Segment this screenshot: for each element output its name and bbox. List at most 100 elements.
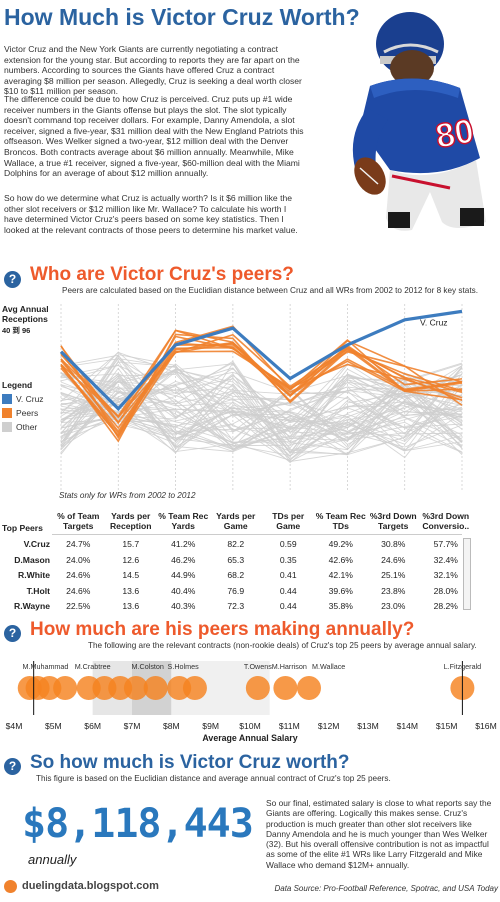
peer-line bbox=[60, 335, 463, 437]
section2-subtitle: The following are the relevant contracts… bbox=[88, 641, 477, 650]
table-column-header[interactable]: % Team Rec Yards bbox=[158, 511, 209, 531]
cruz-line bbox=[59, 309, 463, 412]
legend-swatch-peers bbox=[2, 408, 12, 418]
intro-paragraph-1: Victor Cruz and the New York Giants are … bbox=[4, 44, 302, 97]
x-tick-label: $10M bbox=[239, 721, 261, 731]
salary-point[interactable] bbox=[273, 676, 298, 700]
help-icon[interactable]: ? bbox=[4, 625, 21, 642]
legend-label-other: Other bbox=[16, 422, 38, 432]
other-wr-line bbox=[60, 354, 463, 447]
page-title: How Much is Victor Cruz Worth? bbox=[4, 4, 360, 30]
player-name-label: S.Holmes bbox=[168, 662, 200, 671]
other-wr-line bbox=[60, 364, 463, 429]
salary-point[interactable] bbox=[297, 676, 321, 700]
jersey-number: 80 bbox=[433, 112, 477, 156]
table-column-header[interactable]: TDs per Game bbox=[272, 511, 305, 531]
estimated-salary-period: annually bbox=[28, 852, 77, 867]
table-column-header[interactable]: Yards per Reception bbox=[109, 511, 152, 531]
legend-swatch-cruz bbox=[2, 394, 12, 404]
salary-point[interactable] bbox=[123, 676, 148, 700]
player-name-label: L.Fitzgerald bbox=[444, 662, 482, 671]
table-cell: 72.3 bbox=[227, 601, 245, 611]
table-cell: 15.7 bbox=[122, 539, 140, 549]
table-cell: 24.6% bbox=[66, 570, 91, 580]
intro-paragraph-2: The difference could be due to how Cruz … bbox=[4, 94, 304, 179]
y-axis-range-label: 40 到 96 bbox=[2, 326, 31, 335]
table-cell: 40.3% bbox=[171, 601, 196, 611]
table-row-label: R.Wayne bbox=[14, 601, 50, 611]
table-row-header: Top Peers bbox=[2, 523, 43, 533]
table-column-header[interactable]: %3rd Down Conversio.. bbox=[422, 511, 470, 531]
cruz-line-label: V. Cruz bbox=[420, 317, 448, 327]
table-cell: 0.41 bbox=[279, 570, 297, 580]
table-column-header[interactable]: % Team Rec TDs bbox=[315, 511, 366, 531]
x-tick-label: $15M bbox=[436, 721, 458, 731]
footer-source: Data Source: Pro-Football Reference, Spo… bbox=[274, 884, 498, 893]
legend-label-cruz: V. Cruz bbox=[16, 394, 44, 404]
other-wr-line bbox=[60, 373, 463, 456]
table-cell: 24.6% bbox=[381, 554, 406, 565]
table-cell: 22.5% bbox=[66, 601, 91, 611]
player-name-label: M.Muhammad bbox=[22, 662, 68, 671]
estimated-salary-value: $8,118,443 bbox=[22, 801, 254, 847]
table-row-label: V.Cruz bbox=[23, 539, 50, 549]
other-wr-line bbox=[60, 351, 463, 431]
table-cell: 44.9% bbox=[171, 570, 196, 580]
legend-item-cruz[interactable]: V. Cruz bbox=[2, 392, 44, 406]
player-name-label: T.Owens bbox=[244, 662, 272, 671]
table-cell: 25.1% bbox=[381, 570, 406, 580]
table-row-label: D.Mason bbox=[14, 554, 50, 565]
parallel-coordinates-chart: V. Cruz Stats only for WRs from 2002 to 2… bbox=[59, 304, 463, 500]
table-cell: 40.4% bbox=[171, 585, 196, 596]
player-name-label: M.Colston bbox=[132, 662, 164, 671]
legend: V. Cruz Peers Other bbox=[2, 392, 44, 434]
x-tick-label: $14M bbox=[397, 721, 419, 731]
legend-swatch-other bbox=[2, 422, 12, 432]
table-cell: 23.8% bbox=[381, 585, 406, 596]
table-cell: 13.6 bbox=[122, 601, 140, 611]
salary-strip-chart: M.Muhammad M.Crabtree M.Colston S.Holmes T.O… bbox=[6, 661, 497, 743]
table-cell: 82.2 bbox=[227, 539, 245, 549]
section1-subtitle: Peers are calculated based on the Euclid… bbox=[62, 286, 478, 295]
table-cell: 76.9 bbox=[227, 585, 245, 596]
peer-line bbox=[60, 346, 463, 430]
peer-line bbox=[60, 333, 463, 419]
table-cell: 24.0% bbox=[66, 554, 91, 565]
table-cell: 0.59 bbox=[279, 539, 297, 549]
legend-item-other[interactable]: Other bbox=[2, 420, 44, 434]
x-tick-label: $7M bbox=[124, 721, 141, 731]
section2-title: How much are his peers making annually? bbox=[30, 619, 415, 640]
table-cell: 13.6 bbox=[122, 585, 140, 596]
table-cell: 24.7% bbox=[66, 539, 91, 549]
x-axis-title: Average Annual Salary bbox=[202, 733, 297, 743]
y-axis-label: Avg Annual Receptions bbox=[2, 304, 49, 324]
x-tick-label: $4M bbox=[6, 721, 23, 731]
table-cell: 68.2 bbox=[227, 570, 245, 580]
other-wr-line bbox=[60, 365, 463, 417]
table-cell: 42.1% bbox=[328, 570, 353, 580]
other-wr-line bbox=[60, 367, 463, 434]
x-tick-label: $9M bbox=[202, 721, 219, 731]
table-column-header[interactable]: Yards per Game bbox=[216, 511, 256, 531]
table-cell: 39.6% bbox=[328, 585, 353, 596]
legend-item-peers[interactable]: Peers bbox=[2, 406, 44, 420]
x-tick-label: $5M bbox=[45, 721, 62, 731]
help-icon[interactable]: ? bbox=[4, 271, 21, 288]
table-cell: 35.8% bbox=[328, 601, 353, 611]
help-icon[interactable]: ? bbox=[4, 758, 21, 775]
section3-title: So how much is Victor Cruz worth? bbox=[30, 752, 350, 773]
table-cell: 42.6% bbox=[328, 554, 353, 565]
salary-point[interactable] bbox=[53, 676, 78, 700]
table-row-label: T.Holt bbox=[26, 585, 50, 596]
x-tick-label: $13M bbox=[357, 721, 379, 731]
table-scrollbar[interactable] bbox=[463, 538, 471, 610]
salary-point[interactable] bbox=[143, 676, 168, 700]
salary-point[interactable] bbox=[182, 676, 207, 700]
table-cell: 32.1% bbox=[433, 570, 458, 580]
table-column-header[interactable]: % of Team Targets bbox=[57, 511, 100, 531]
table-column-header[interactable]: %3rd Down Targets bbox=[369, 511, 417, 531]
table-cell: 57.7% bbox=[433, 539, 458, 549]
intro-paragraph-3: So how do we determine what Cruz is actu… bbox=[4, 193, 298, 235]
salary-point[interactable] bbox=[245, 676, 270, 700]
footer-logo-text[interactable]: duelingdata.blogspot.com bbox=[22, 880, 159, 892]
